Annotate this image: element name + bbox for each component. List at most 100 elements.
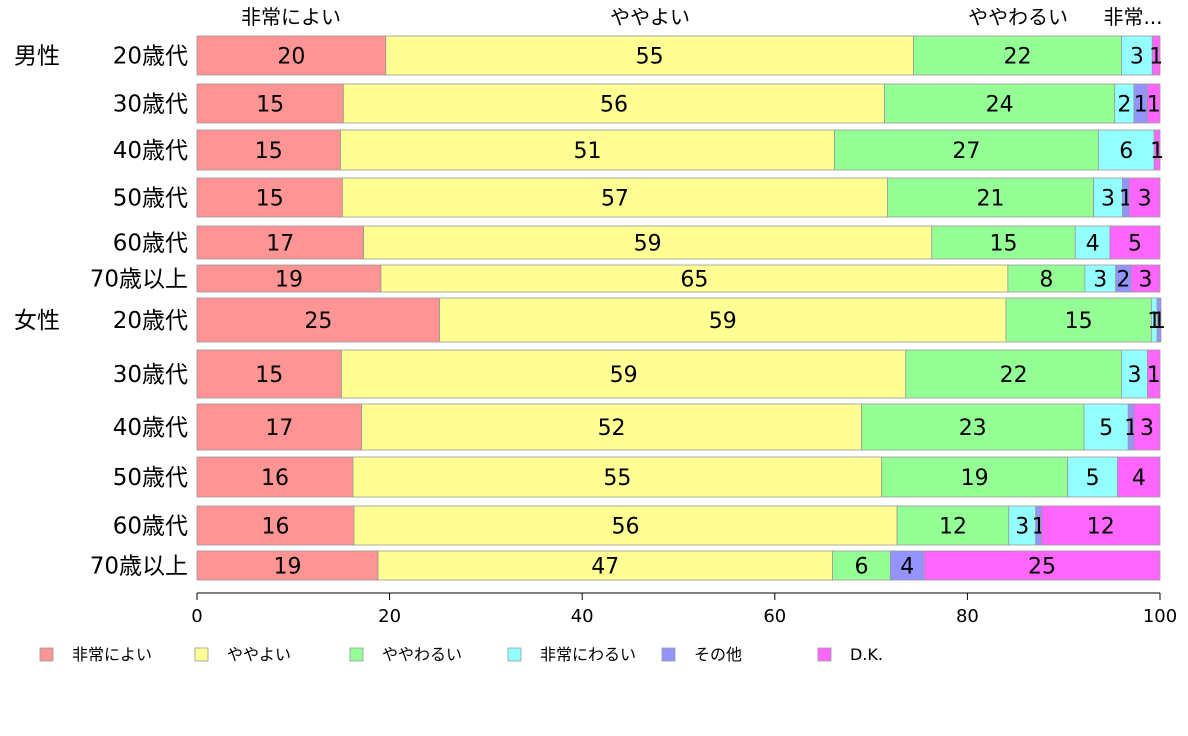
- data-label: 5: [1099, 416, 1113, 441]
- data-label: 4: [1132, 466, 1146, 491]
- data-label: 47: [591, 555, 619, 580]
- bar-segment: [1156, 297, 1162, 343]
- column-header: ややよい: [610, 5, 690, 29]
- data-label: 4: [1086, 232, 1100, 257]
- category-label: 50歳代: [113, 186, 188, 212]
- bar-segment: [380, 264, 1009, 293]
- category-label: 20歳代: [113, 44, 188, 70]
- data-label: 21: [977, 187, 1005, 212]
- bar-segment: [385, 35, 914, 76]
- bar-segment: [196, 264, 382, 293]
- bar-segment: [887, 177, 1094, 218]
- x-tick-label: 60: [763, 606, 786, 627]
- data-label: 56: [600, 93, 628, 118]
- data-label: 3: [1015, 515, 1029, 540]
- data-label: 5: [1128, 232, 1142, 257]
- data-label: 51: [573, 139, 601, 164]
- bar-segment: [196, 456, 354, 498]
- data-label: 1: [1147, 363, 1161, 388]
- column-header: 非常...: [1103, 5, 1162, 29]
- bar-segment: [196, 505, 355, 546]
- category-label: 60歳代: [113, 231, 188, 257]
- category-label: 40歳代: [113, 415, 188, 441]
- data-label: 4: [900, 555, 914, 580]
- data-label: 15: [255, 363, 283, 388]
- bar-segment: [377, 550, 833, 581]
- column-header: 非常によい: [241, 5, 341, 29]
- data-label: 16: [261, 515, 289, 540]
- legend-swatch: [661, 647, 676, 662]
- column-header: ややわるい: [968, 5, 1068, 29]
- bar-segment: [352, 456, 883, 498]
- x-axis: 0 20 40 60 80 100: [191, 592, 1177, 627]
- x-tick-label: 40: [571, 606, 594, 627]
- category-label: 70歳以上: [90, 267, 188, 293]
- category-label: 30歳代: [113, 92, 188, 118]
- data-label: 65: [680, 268, 708, 293]
- bar-segment: [1121, 349, 1148, 399]
- data-label: 27: [952, 139, 980, 164]
- category-label: 70歳以上: [90, 554, 188, 580]
- data-label: 52: [598, 416, 626, 441]
- data-label: 59: [634, 232, 662, 257]
- data-label: 3: [1138, 187, 1152, 212]
- data-label: 17: [266, 232, 294, 257]
- data-label: 3: [1139, 268, 1153, 293]
- data-label: 16: [261, 466, 289, 491]
- legend-label: ややよい: [227, 645, 291, 664]
- bar-segment: [439, 297, 1007, 343]
- bar-segment: [196, 129, 341, 171]
- bar-segment: [196, 177, 343, 218]
- bar-segment: [196, 297, 441, 343]
- data-label: 15: [256, 187, 284, 212]
- bar-segment: [196, 225, 364, 260]
- bar-segment: [913, 35, 1122, 76]
- data-label: 6: [1119, 139, 1133, 164]
- bar-segment: [832, 550, 891, 581]
- data-label: 3: [1127, 363, 1141, 388]
- data-label: 3: [1130, 45, 1144, 70]
- legend: 非常によい ややよい ややわるい 非常にわるい その他 D.K.: [39, 645, 883, 664]
- bar-segment: [341, 349, 907, 399]
- data-label: 6: [854, 555, 868, 580]
- legend-swatch: [39, 647, 54, 662]
- data-label: 55: [603, 466, 631, 491]
- bar-segment: [1008, 505, 1037, 546]
- data-label: 3: [1140, 416, 1154, 441]
- bar-segment: [342, 83, 885, 124]
- data-label: 19: [275, 268, 303, 293]
- legend-label: ややわるい: [382, 645, 462, 664]
- bar-segment: [1097, 129, 1155, 171]
- bar-segment: [1007, 264, 1086, 293]
- bar-segment: [1093, 177, 1123, 218]
- category-label: 20歳代: [113, 308, 188, 334]
- bar-segment: [196, 349, 342, 399]
- bar-segment: [1083, 403, 1129, 451]
- category-label: 30歳代: [113, 362, 188, 388]
- bar-segment: [1117, 456, 1161, 498]
- data-label: 59: [610, 363, 638, 388]
- data-label: 23: [959, 416, 987, 441]
- data-label: 3: [1101, 187, 1115, 212]
- bar-segment: [1074, 225, 1111, 260]
- category-label: 60歳代: [113, 514, 188, 540]
- data-label: 2: [1116, 268, 1130, 293]
- bar-segment: [1130, 264, 1161, 293]
- data-label: 24: [986, 93, 1014, 118]
- group-label: 女性: [14, 308, 60, 334]
- data-label: 19: [961, 466, 989, 491]
- bar-segment: [931, 225, 1076, 260]
- legend-swatch: [349, 647, 364, 662]
- data-label: 1: [1134, 93, 1148, 118]
- bar-segment: [1128, 177, 1161, 218]
- data-label: 20: [277, 45, 305, 70]
- data-label: 25: [304, 309, 332, 334]
- bar-segment: [363, 225, 933, 260]
- bar-segment: [196, 550, 379, 581]
- data-label: 55: [636, 45, 664, 70]
- category-label: 50歳代: [113, 465, 188, 491]
- bar-segment: [1109, 225, 1161, 260]
- bar-segment: [196, 403, 363, 451]
- data-label: 25: [1028, 555, 1056, 580]
- data-label: 17: [265, 416, 293, 441]
